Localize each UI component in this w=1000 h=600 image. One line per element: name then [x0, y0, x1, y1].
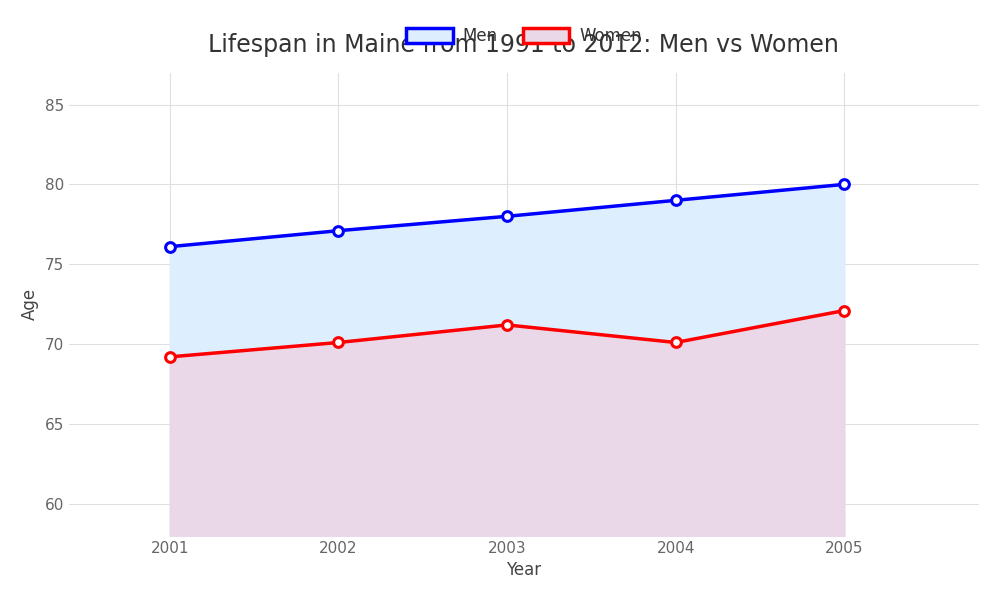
X-axis label: Year: Year: [506, 561, 541, 579]
Title: Lifespan in Maine from 1991 to 2012: Men vs Women: Lifespan in Maine from 1991 to 2012: Men…: [208, 33, 839, 57]
Y-axis label: Age: Age: [21, 288, 39, 320]
Legend: Men, Women: Men, Women: [399, 20, 649, 52]
